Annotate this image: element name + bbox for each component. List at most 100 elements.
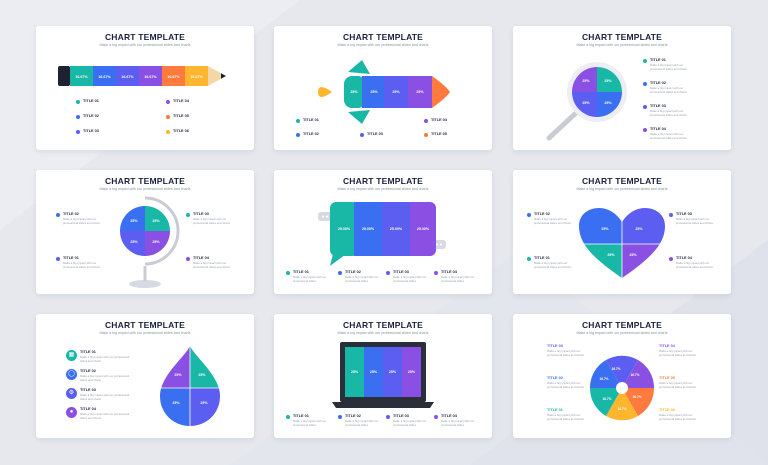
globe-icon: ◯ xyxy=(66,369,77,380)
pencil-eraser xyxy=(58,66,70,86)
speech-bubble-chart: 25.00% 25.00% 25.00% 25.00% xyxy=(318,202,446,266)
bubble-value-label: 25.00% xyxy=(338,227,351,231)
globe-pie-chart: 25% 25% 25% 25% xyxy=(120,196,180,288)
rocket-nose xyxy=(432,76,450,108)
laptop-segment xyxy=(345,347,364,397)
slide-radial-chart[interactable]: CHART TEMPLATE Make a big impact with ou… xyxy=(513,314,731,438)
radial-value-label: 16.7% xyxy=(602,397,611,401)
rocket-chart: 25% 25% 25% 25% xyxy=(318,60,450,124)
rocket-value-label: 25% xyxy=(370,90,378,94)
bubble-value-label: 25.00% xyxy=(417,227,430,231)
laptop-value-label: 25% xyxy=(370,370,378,374)
slide-rocket-chart[interactable]: CHART TEMPLATE Make a big impact with ou… xyxy=(274,26,492,150)
radial-petal xyxy=(606,388,638,421)
slide-heart-chart[interactable]: CHART TEMPLATE Make a big impact with ou… xyxy=(513,170,731,294)
pencil-value-label: 16.67% xyxy=(144,75,157,79)
globe-base xyxy=(129,280,161,288)
pie-value-label: 25% xyxy=(604,79,612,83)
bubble-segment xyxy=(382,202,410,256)
magnifier-pie-chart: 25% 25% 25% 25% xyxy=(546,62,627,141)
pencil-value-label: 16.67% xyxy=(75,75,88,79)
pie-value-label: 25% xyxy=(582,101,590,105)
radial-petal xyxy=(622,360,655,388)
pie-value-label: 25% xyxy=(130,219,138,223)
pie-slice xyxy=(120,231,145,256)
pencil-value-label: 16.67% xyxy=(167,75,180,79)
radial-value-label: 16.7% xyxy=(632,395,641,399)
heart-segment xyxy=(622,244,665,278)
laptop-segment xyxy=(383,347,402,397)
pie-slice xyxy=(572,92,597,117)
pie-value-label: 25% xyxy=(582,79,590,83)
drop-value-label: 25% xyxy=(172,401,180,405)
bubble-segment xyxy=(354,202,382,256)
slide-title: CHART TEMPLATE xyxy=(581,320,663,330)
drop-segment xyxy=(190,388,220,426)
slide-subtitle: Make a big impact with our professional … xyxy=(576,187,668,191)
mic-icon: ● xyxy=(66,407,77,418)
slide-pencil-chart[interactable]: CHART TEMPLATE Make a big impact with ou… xyxy=(36,26,254,150)
slide-subtitle: Make a big impact with our professional … xyxy=(576,331,668,335)
grid-icon: ▦ xyxy=(66,350,77,361)
slide-drop-chart[interactable]: CHART TEMPLATE Make a big impact with ou… xyxy=(36,314,254,438)
slide-title: CHART TEMPLATE xyxy=(342,32,424,42)
drop-segment xyxy=(160,346,190,388)
pie-slice xyxy=(597,67,622,92)
slide-subtitle: Make a big impact with our professional … xyxy=(576,43,668,47)
rocket-value-label: 25% xyxy=(350,90,358,94)
drop-segment xyxy=(190,346,220,388)
rocket-segment xyxy=(362,76,384,108)
laptop-base xyxy=(332,402,434,408)
rocket-fin-top xyxy=(348,60,370,74)
rocket-value-label: 25% xyxy=(392,90,400,94)
laptop-value-label: 25% xyxy=(389,370,397,374)
radial-value-label: 16.7% xyxy=(630,373,639,377)
slide-subtitle: Make a big impact with our professional … xyxy=(337,43,429,47)
drop-segment xyxy=(160,388,190,426)
pencil-chart: 16.67% 16.67% 16.67% 16.67% 16.67% 16.67… xyxy=(58,66,226,86)
globe-arc xyxy=(144,196,180,266)
radial-chart: 16.7% 16.7% 16.7% 16.7% 16.7% 16.7% xyxy=(589,355,655,421)
pencil-value-label: 16.67% xyxy=(190,75,203,79)
laptop-chart: 25% 25% 25% 25% xyxy=(332,342,434,408)
pie-slice xyxy=(120,206,145,231)
slide-globe-chart[interactable]: CHART TEMPLATE Make a big impact with ou… xyxy=(36,170,254,294)
pencil-segment xyxy=(70,66,93,86)
bubble-segment xyxy=(330,202,358,256)
pie-slice xyxy=(145,231,170,256)
laptop-segment xyxy=(364,347,383,397)
rocket-segment xyxy=(408,76,432,108)
pencil-segment xyxy=(139,66,162,86)
rocket-value-label: 25% xyxy=(416,90,424,94)
heart-value-label: 25% xyxy=(607,253,615,257)
slide-laptop-chart[interactable]: CHART TEMPLATE Make a big impact with ou… xyxy=(274,314,492,438)
slide-magnifier-chart[interactable]: CHART TEMPLATE Make a big impact with ou… xyxy=(513,26,731,150)
pencil-segment xyxy=(185,66,208,86)
drop-value-label: 25% xyxy=(200,401,208,405)
pencil-value-label: 16.67% xyxy=(98,75,111,79)
slide-subtitle: Make a big impact with our professional … xyxy=(99,43,191,47)
pencil-segment xyxy=(93,66,116,86)
pie-value-label: 25% xyxy=(604,101,612,105)
rocket-fin-bottom xyxy=(348,110,370,124)
settings-icon: ⚙ xyxy=(66,388,77,399)
pencil-segment xyxy=(162,66,185,86)
slide-title: CHART TEMPLATE xyxy=(581,32,663,42)
pie-value-label: 25% xyxy=(152,219,160,223)
radial-value-label: 16.7% xyxy=(611,367,620,371)
heart-value-label: 25% xyxy=(601,227,609,231)
slide-subtitle: Make a big impact with our professional … xyxy=(337,187,429,191)
heart-value-label: 25% xyxy=(629,253,637,257)
drop-value-label: 25% xyxy=(174,373,182,377)
slide-title: CHART TEMPLATE xyxy=(581,176,663,186)
slide-title: CHART TEMPLATE xyxy=(104,32,186,42)
slide-subtitle: Make a big impact with our professional … xyxy=(99,187,191,191)
radial-center xyxy=(616,382,628,394)
radial-petal xyxy=(606,355,638,388)
laptop-value-label: 25% xyxy=(351,370,359,374)
magnifier-handle xyxy=(546,109,580,141)
radial-petal xyxy=(589,388,622,416)
heart-segment xyxy=(622,208,665,244)
laptop-value-label: 25% xyxy=(408,370,416,374)
slide-speech-bubble-chart[interactable]: CHART TEMPLATE Make a big impact with ou… xyxy=(274,170,492,294)
